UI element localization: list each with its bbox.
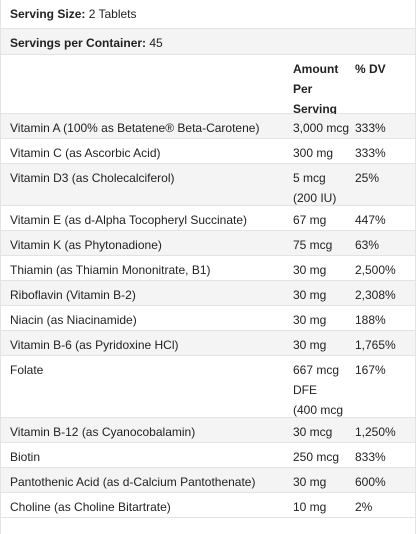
daily-value: 1,765% [355, 338, 396, 352]
table-row: Thiamin (as Thiamin Mononitrate, B1) 30 m… [1, 256, 415, 281]
amount-header-line: Serving [293, 102, 338, 116]
table-row: Vitamin D3 (as Cholecalciferol) 5 mcg (200… [1, 164, 415, 206]
amount-per-serving: 30 mg [293, 285, 353, 305]
nutrient-name: Niacin (as Niacinamide) [10, 313, 137, 327]
nutrient-name: Folate [10, 363, 44, 377]
amount-line: 667 mcg [293, 363, 340, 377]
serving-size-label: Serving Size: [10, 7, 86, 21]
table-row: Niacin (as Niacinamide) 30 mg 188% [1, 306, 415, 331]
table-row: Vitamin E (as d-Alpha Tocopheryl Succina… [1, 206, 415, 231]
amount-header-line: Per [293, 82, 313, 96]
amount-per-serving-header: Amount Per Serving [293, 59, 353, 119]
table-row: Biotin 250 mcg 833% [1, 443, 415, 468]
servings-per-container: Servings per Container: 45 [1, 29, 163, 53]
daily-value: 63% [355, 238, 380, 252]
nutrient-name: Vitamin K (as Phytonadione) [10, 238, 162, 252]
amount-line: 300 mg [293, 146, 334, 160]
amount-per-serving: 5 mcg (200 IU) [293, 168, 353, 208]
servings-per-container-row: Servings per Container: 45 [1, 29, 415, 55]
nutrient-name: Thiamin (as Thiamin Mononitrate, B1) [10, 263, 211, 277]
amount-line: 30 mg [293, 288, 327, 302]
amount-line: 250 mcg [293, 450, 340, 464]
nutrient-name: Vitamin E (as d-Alpha Tocopheryl Succina… [10, 213, 248, 227]
amount-per-serving: 30 mg [293, 310, 353, 330]
table-row: Choline (as Choline Bitartrate) 10 mg 2% [1, 493, 415, 518]
nutrient-name: Vitamin C (as Ascorbic Acid) [10, 146, 161, 160]
amount-per-serving: 250 mcg [293, 447, 353, 467]
nutrient-name: Riboflavin (Vitamin B-2) [10, 288, 136, 302]
amount-per-serving: 75 mcg [293, 235, 353, 255]
amount-per-serving: 300 mg [293, 143, 353, 163]
amount-per-serving: 67 mg [293, 210, 353, 230]
nutrient-name: Vitamin B-6 (as Pyridoxine HCl) [10, 338, 179, 352]
table-row: Pantothenic Acid (as d-Calcium Pantothen… [1, 468, 415, 493]
amount-per-serving: 30 mcg [293, 422, 353, 442]
table-row: Vitamin B-6 (as Pyridoxine HCl) 30 mg 1,76… [1, 331, 415, 356]
table-row: Vitamin K (as Phytonadione) 75 mcg 63% [1, 231, 415, 256]
amount-line: DFE [293, 383, 317, 397]
amount-per-serving: 30 mg [293, 260, 353, 280]
nutrient-name: Biotin [10, 450, 41, 464]
amount-line: 67 mg [293, 213, 327, 227]
amount-line: 30 mg [293, 475, 327, 489]
table-row: Vitamin A (100% as Betatene® Beta-Carote… [1, 114, 415, 139]
daily-value: 1,250% [355, 425, 396, 439]
daily-value: 188% [355, 313, 386, 327]
column-header-row: Amount Per Serving % DV [1, 55, 415, 116]
nutrient-name: Vitamin B-12 (as Cyanocobalamin) [10, 425, 196, 439]
daily-value: 2,500% [355, 263, 396, 277]
daily-value: 25% [355, 171, 380, 185]
daily-value: 833% [355, 450, 386, 464]
amount-line: 30 mg [293, 338, 327, 352]
amount-header-line: Amount [293, 62, 339, 76]
serving-size-value: 2 Tablets [88, 7, 137, 21]
amount-per-serving: 30 mg [293, 472, 353, 492]
nutrient-name: Vitamin A (100% as Betatene® Beta-Carote… [10, 121, 260, 135]
amount-line: 30 mcg [293, 425, 333, 439]
daily-value: 600% [355, 475, 386, 489]
table-row: Vitamin B-12 (as Cyanocobalamin) 30 mcg 1,… [1, 418, 415, 443]
nutrient-name: Choline (as Choline Bitartrate) [10, 500, 171, 514]
amount-per-serving: 3,000 mcg [293, 118, 353, 138]
amount-line: 30 mg [293, 313, 327, 327]
amount-line: (400 mcg [293, 403, 344, 417]
daily-value: 2% [355, 500, 373, 514]
amount-line: 3,000 mcg [293, 121, 350, 135]
table-row: Riboflavin (Vitamin B-2) 30 mg 2,308% [1, 281, 415, 306]
serving-size-row: Serving Size: 2 Tablets [1, 0, 415, 29]
serving-size: Serving Size: 2 Tablets [1, 0, 137, 24]
servings-per-container-label: Servings per Container: [10, 36, 147, 50]
daily-value: 167% [355, 363, 386, 377]
daily-value-header: % DV [355, 62, 386, 76]
nutrient-name: Vitamin D3 (as Cholecalciferol) [10, 171, 175, 185]
table-row: Vitamin C (as Ascorbic Acid) 300 mg 333% [1, 139, 415, 164]
daily-value: 333% [355, 121, 386, 135]
amount-line: 10 mg [293, 500, 327, 514]
amount-per-serving: 30 mg [293, 335, 353, 355]
daily-value: 447% [355, 213, 386, 227]
amount-line: 5 mcg [293, 171, 326, 185]
daily-value: 2,308% [355, 288, 396, 302]
amount-per-serving: 10 mg [293, 497, 353, 517]
amount-line: 30 mg [293, 263, 327, 277]
amount-line: (200 IU) [293, 191, 337, 205]
servings-per-container-value: 45 [149, 36, 163, 50]
nutrient-name: Pantothenic Acid (as d-Calcium Pantothen… [10, 475, 256, 489]
daily-value: 333% [355, 146, 386, 160]
amount-line: 75 mcg [293, 238, 333, 252]
